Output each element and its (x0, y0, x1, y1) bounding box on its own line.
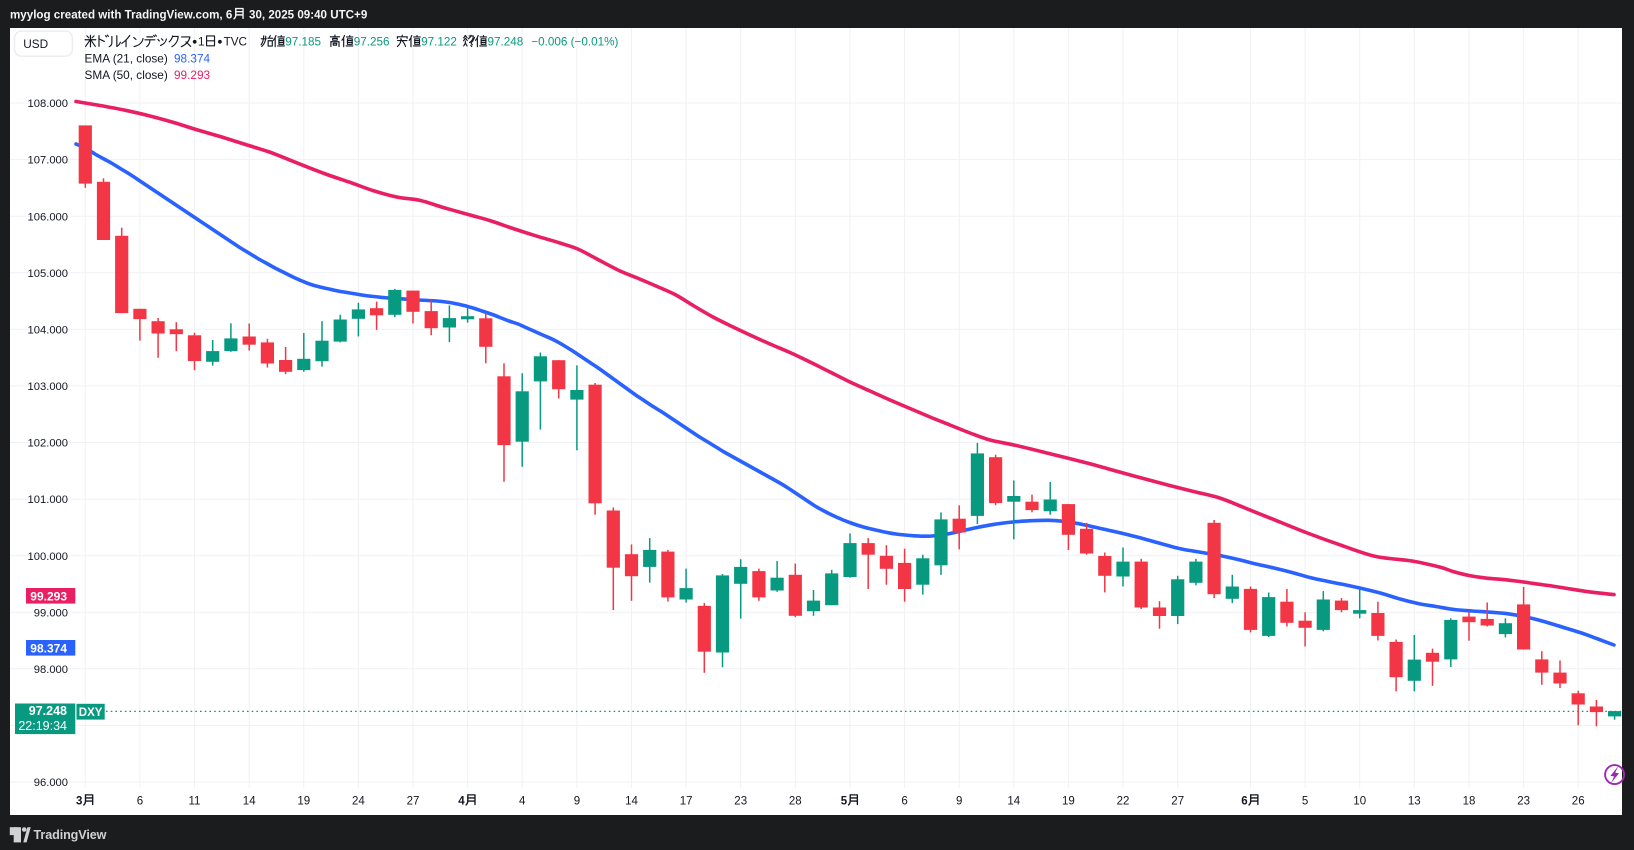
svg-text:99.000: 99.000 (34, 607, 68, 619)
svg-text:100.000: 100.000 (28, 551, 68, 563)
svg-text:myylog created with TradingVie: myylog created with TradingView.com, 6 (10, 9, 233, 22)
svg-text:USD: USD (23, 37, 48, 51)
svg-text:4: 4 (519, 796, 526, 808)
svg-text:EMA (21, close): EMA (21, close) (85, 52, 168, 66)
svg-text:103.000: 103.000 (28, 381, 68, 393)
svg-text:97.256: 97.256 (354, 36, 390, 49)
svg-text:97.122: 97.122 (421, 36, 457, 49)
svg-text:24: 24 (352, 796, 365, 808)
svg-text:30, 2025 09:40 UTC+9: 30, 2025 09:40 UTC+9 (249, 9, 368, 22)
svg-text:6: 6 (901, 796, 907, 808)
svg-text:99.293: 99.293 (174, 68, 211, 82)
svg-text:SMA (50, close): SMA (50, close) (85, 68, 168, 82)
svg-text:6: 6 (137, 796, 143, 808)
svg-text:22: 22 (1117, 796, 1130, 808)
svg-text:97.248: 97.248 (488, 36, 524, 49)
svg-text:98.374: 98.374 (174, 52, 211, 66)
svg-text:23: 23 (734, 796, 747, 808)
svg-text:97.248: 97.248 (29, 704, 67, 718)
svg-text:9: 9 (956, 796, 962, 808)
svg-text:28: 28 (789, 796, 802, 808)
svg-text:26: 26 (1572, 796, 1585, 808)
svg-text:6: 6 (1241, 796, 1247, 808)
svg-text:105.000: 105.000 (28, 268, 68, 280)
svg-text:14: 14 (1007, 796, 1020, 808)
svg-text:104.000: 104.000 (28, 324, 68, 336)
svg-text:1: 1 (198, 36, 205, 49)
svg-text:106.000: 106.000 (28, 211, 68, 223)
svg-text:10: 10 (1353, 796, 1366, 808)
svg-text:27: 27 (1171, 796, 1184, 808)
svg-text:98.000: 98.000 (34, 664, 68, 676)
svg-text:22:19:34: 22:19:34 (18, 719, 67, 733)
svg-text:23: 23 (1517, 796, 1530, 808)
svg-text:TradingView: TradingView (34, 828, 107, 842)
svg-text:5: 5 (841, 796, 848, 808)
svg-text:18: 18 (1463, 796, 1476, 808)
svg-text:−0.006 (−0.01%): −0.006 (−0.01%) (531, 36, 618, 49)
svg-text:13: 13 (1408, 796, 1421, 808)
svg-text:107.000: 107.000 (28, 155, 68, 167)
svg-text:97.185: 97.185 (285, 36, 321, 49)
svg-text:14: 14 (243, 796, 256, 808)
svg-text:17: 17 (680, 796, 693, 808)
svg-text:101.000: 101.000 (28, 494, 68, 506)
svg-text:TVC: TVC (224, 36, 247, 49)
svg-text:108.000: 108.000 (28, 98, 68, 110)
svg-text:19: 19 (297, 796, 310, 808)
svg-text:3: 3 (76, 796, 82, 808)
svg-text:102.000: 102.000 (28, 438, 68, 450)
svg-text:98.374: 98.374 (30, 641, 67, 655)
svg-text:4: 4 (458, 796, 465, 808)
svg-text:99.293: 99.293 (30, 589, 67, 603)
svg-text:DXY: DXY (79, 707, 103, 719)
svg-text:96.000: 96.000 (34, 777, 68, 789)
svg-text:5: 5 (1302, 796, 1308, 808)
svg-text:27: 27 (407, 796, 420, 808)
svg-text:11: 11 (189, 796, 201, 808)
svg-text:19: 19 (1062, 796, 1075, 808)
svg-text:14: 14 (625, 796, 638, 808)
svg-text:9: 9 (574, 796, 580, 808)
